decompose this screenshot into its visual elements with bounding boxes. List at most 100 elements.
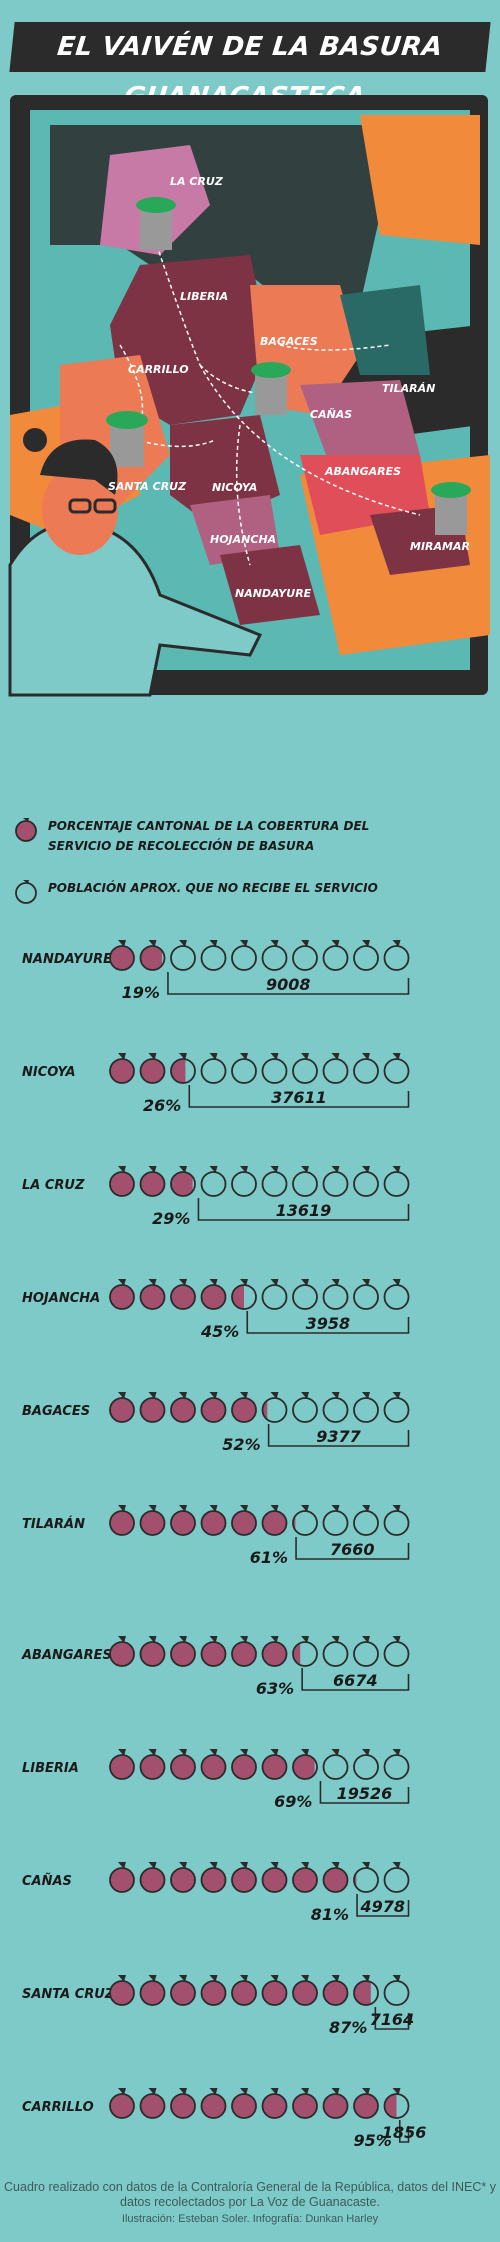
footer: Cuadro realizado con datos de la Contral… xyxy=(0,2180,500,2227)
ball-empty xyxy=(322,1166,349,1197)
ball-covered xyxy=(383,2088,410,2119)
ball-empty xyxy=(353,1279,379,1310)
percent-label: 19% xyxy=(122,983,160,1002)
ball-covered xyxy=(292,1862,318,1893)
population-label: 37611 xyxy=(271,1088,327,1107)
ball-empty xyxy=(353,1636,379,1667)
ball-covered xyxy=(261,2088,288,2119)
ball-empty xyxy=(353,940,379,971)
ball-covered xyxy=(353,1975,379,2006)
ball-covered xyxy=(200,1505,227,1536)
ball-covered xyxy=(139,1053,166,1084)
percent-label: 95% xyxy=(353,2131,391,2150)
credit-note: Ilustración: Esteban Soler. Infografía: … xyxy=(121,2213,379,2225)
bracket xyxy=(374,2007,410,2030)
ball-covered xyxy=(109,1749,135,1780)
ball-covered xyxy=(261,1636,288,1667)
ball-covered xyxy=(322,1862,349,1893)
ball-empty xyxy=(292,1279,318,1310)
ball-covered xyxy=(261,1749,288,1780)
ball-covered xyxy=(292,1636,318,1667)
category-label: HOJANCHA xyxy=(22,1291,100,1306)
coverage-icon xyxy=(15,818,37,842)
ball-covered xyxy=(170,1392,196,1423)
map-label: NICOYA xyxy=(212,481,257,494)
ball-covered xyxy=(109,1862,135,1893)
ball-empty xyxy=(322,1636,349,1667)
chart-row: HOJANCHA 45% 3958 xyxy=(22,1279,410,1341)
ball-covered xyxy=(231,2088,257,2119)
population-label: 13619 xyxy=(276,1201,332,1220)
ball-empty xyxy=(322,940,349,971)
ball-covered xyxy=(261,1975,288,2006)
ball-empty xyxy=(322,1053,349,1084)
ball-covered xyxy=(139,1975,166,2006)
ball-empty xyxy=(292,1053,318,1084)
category-label: TILARÁN xyxy=(22,1516,85,1532)
ball-covered xyxy=(139,940,166,971)
ball-empty xyxy=(383,940,410,971)
ball-covered xyxy=(292,2088,318,2119)
ball-empty xyxy=(322,1749,349,1780)
chart-row: CARRILLO 95%1856 xyxy=(22,2088,426,2150)
ball-empty xyxy=(383,1749,410,1780)
legend-item-coverage: PORCENTAJE CANTONAL DE LA COBERTURA DEL … xyxy=(14,816,408,856)
population-label: 9008 xyxy=(266,975,311,994)
ball-covered xyxy=(139,1279,166,1310)
coverage-chart: NANDAYURE 19% 9008 NICOYA 26% 37611 LA CRUZ 29%… xyxy=(21,940,426,2150)
map-label: CARRILLO xyxy=(128,363,189,376)
percent-label: 26% xyxy=(143,1096,181,1115)
ball-covered xyxy=(292,1505,318,1536)
ball-empty xyxy=(383,1392,410,1423)
ball-empty xyxy=(322,1392,349,1423)
chart-row: CAÑAS 81% 4978 xyxy=(22,1862,410,1924)
ball-covered xyxy=(139,1636,166,1667)
ball-empty xyxy=(292,1392,318,1423)
ball-covered xyxy=(231,1862,257,1893)
bracket xyxy=(246,1311,410,1334)
region-nandayure xyxy=(220,545,320,625)
category-label: LIBERIA xyxy=(22,1761,79,1776)
ball-covered xyxy=(261,1392,288,1423)
ball-covered xyxy=(170,1975,196,2006)
population-label: 3958 xyxy=(306,1314,351,1333)
population-label: 1856 xyxy=(382,2123,427,2142)
trash-can-icon xyxy=(431,482,471,535)
legend-coverage-label: PORCENTAJE CANTONAL DE LA COBERTURA DEL … xyxy=(48,819,370,853)
trash-can-icon xyxy=(251,362,291,415)
ball-covered xyxy=(170,2088,196,2119)
ball-empty xyxy=(261,1279,288,1310)
ball-covered xyxy=(170,1636,196,1667)
ball-covered xyxy=(292,1749,318,1780)
ball-empty xyxy=(200,940,227,971)
bracket xyxy=(295,1537,410,1560)
bracket xyxy=(301,1668,410,1691)
percent-label: 63% xyxy=(256,1679,294,1698)
ball-empty xyxy=(231,1166,257,1197)
map-label: LIBERIA xyxy=(180,290,228,303)
ball-covered xyxy=(200,1392,227,1423)
ball-covered xyxy=(231,1279,257,1310)
ball-covered xyxy=(109,1636,135,1667)
ball-covered xyxy=(170,1862,196,1893)
chart-row: NICOYA 26% 37611 xyxy=(22,1053,410,1115)
population-label: 7164 xyxy=(370,2010,415,2029)
ball-empty xyxy=(353,1505,379,1536)
uncovered-icon xyxy=(15,880,37,904)
map-label: CAÑAS xyxy=(310,408,352,421)
ball-covered xyxy=(200,1636,227,1667)
ball-empty xyxy=(292,940,318,971)
legend-uncovered-label: POBLACIÓN APROX. QUE NO RECIBE EL SERVIC… xyxy=(48,881,378,895)
ball-covered xyxy=(353,1862,379,1893)
region-tilaran xyxy=(340,285,430,375)
ball-covered xyxy=(139,1166,166,1197)
map-label: LA CRUZ xyxy=(170,175,224,188)
ball-covered xyxy=(231,1505,257,1536)
ball-covered xyxy=(170,1053,196,1084)
bracket xyxy=(319,1781,410,1804)
ball-empty xyxy=(200,1166,227,1197)
map-label: SANTA CRUZ xyxy=(108,480,187,493)
ball-empty xyxy=(261,940,288,971)
ball-covered xyxy=(139,1392,166,1423)
category-label: NICOYA xyxy=(22,1065,76,1080)
